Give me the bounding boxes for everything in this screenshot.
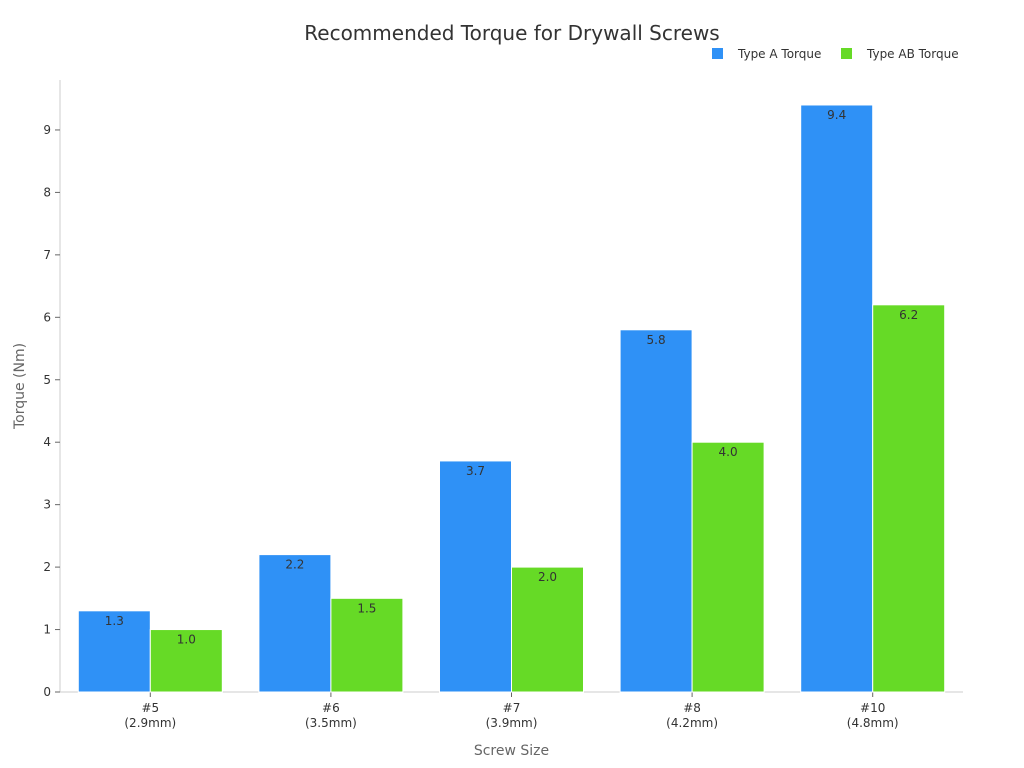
x-tick-label: #5 xyxy=(141,701,159,715)
data-label: 1.5 xyxy=(357,601,376,615)
data-label: 3.7 xyxy=(466,464,485,478)
bar-type-ab xyxy=(511,566,584,693)
y-tick-label: 5 xyxy=(43,373,51,387)
data-label: 4.0 xyxy=(719,445,738,459)
legend-label: Type A Torque xyxy=(737,47,821,61)
legend-swatch xyxy=(712,48,723,59)
y-tick-label: 6 xyxy=(43,310,51,324)
bar-type-ab xyxy=(149,629,223,693)
chart-title: Recommended Torque for Drywall Screws xyxy=(304,21,719,45)
y-axis: 0 1 2 3 4 5 6 7 8 9 xyxy=(43,80,61,699)
legend-label: Type AB Torque xyxy=(866,47,959,61)
y-tick-label: 3 xyxy=(43,498,51,512)
bar-type-ab xyxy=(691,441,765,693)
x-tick-label: (4.2mm) xyxy=(666,716,718,730)
x-tick-label: #10 xyxy=(860,701,885,715)
y-tick-label: 4 xyxy=(43,435,51,449)
legend-swatch xyxy=(841,48,852,59)
bar-type-a xyxy=(439,460,512,693)
value-labels: 1.3 1.0 2.2 1.5 3.7 2.0 5.8 4.0 9.4 6.2 xyxy=(105,108,918,647)
y-tick-label: 9 xyxy=(43,123,51,137)
bar-type-a xyxy=(258,554,332,693)
bars xyxy=(77,104,946,693)
data-label: 2.0 xyxy=(538,570,557,584)
x-tick-label: #7 xyxy=(503,701,521,715)
y-axis-title: Torque (Nm) xyxy=(12,343,28,430)
y-tick-label: 1 xyxy=(43,623,51,637)
bar-type-ab xyxy=(872,304,946,693)
bar-type-a xyxy=(77,610,151,693)
x-axis: #5(2.9mm) #6(3.5mm) #7(3.9mm) #8(4.2mm) #10(… xyxy=(60,691,963,730)
data-label: 2.2 xyxy=(285,558,304,572)
bar-type-ab xyxy=(330,597,404,693)
data-label: 5.8 xyxy=(647,333,666,347)
legend: Type A Torque Type AB Torque xyxy=(712,47,959,61)
data-label: 6.2 xyxy=(899,308,918,322)
y-tick-label: 8 xyxy=(43,185,51,199)
data-label: 1.3 xyxy=(105,614,124,628)
x-axis-title: Screw Size xyxy=(474,743,549,759)
data-label: 9.4 xyxy=(827,108,846,122)
x-tick-label: (4.8mm) xyxy=(847,716,899,730)
y-tick-label: 0 xyxy=(43,685,51,699)
x-tick-label: #8 xyxy=(683,701,701,715)
y-tick-label: 7 xyxy=(43,248,51,262)
data-label: 1.0 xyxy=(177,633,196,647)
x-tick-label: (3.9mm) xyxy=(486,716,538,730)
bar-type-a xyxy=(619,329,693,693)
x-tick-label: #6 xyxy=(322,701,340,715)
x-tick-label: (2.9mm) xyxy=(124,716,176,730)
x-tick-label: (3.5mm) xyxy=(305,716,357,730)
y-tick-label: 2 xyxy=(43,560,51,574)
bar-type-a xyxy=(800,104,874,693)
